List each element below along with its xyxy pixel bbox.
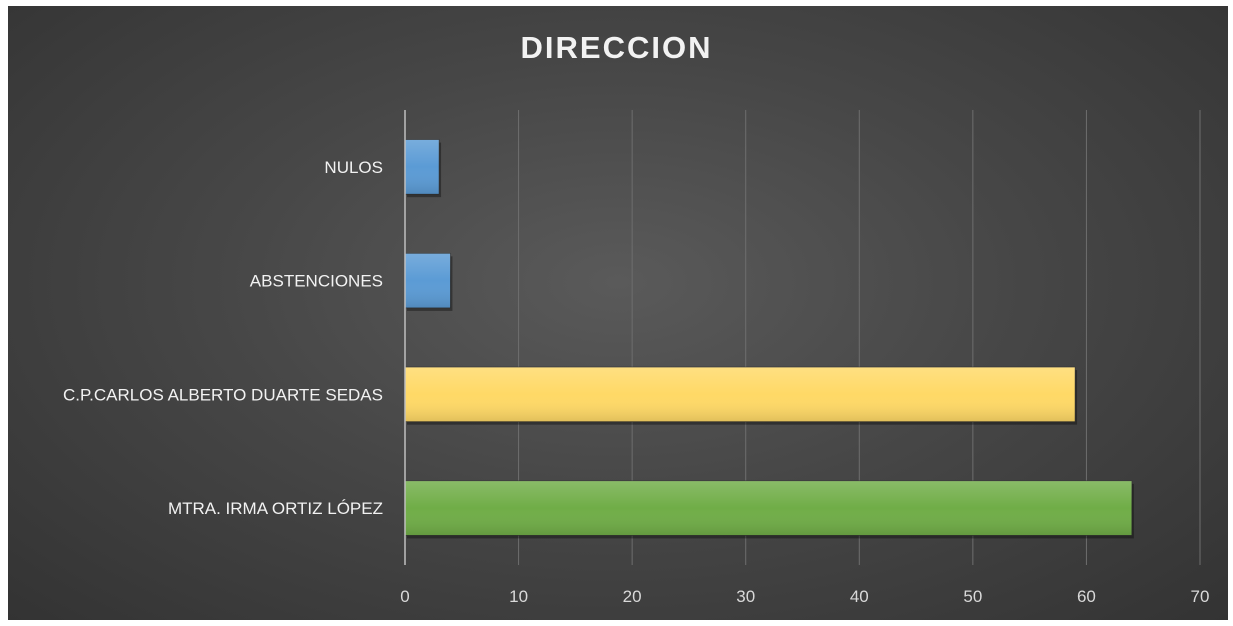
category-label: MTRA. IRMA ORTIZ LÓPEZ xyxy=(168,499,383,518)
bar-highlight xyxy=(405,367,1076,422)
x-tick-label: 30 xyxy=(736,587,755,606)
bar-highlight xyxy=(405,253,451,308)
x-tick-label: 0 xyxy=(400,587,409,606)
chart-title: DIRECCION xyxy=(520,30,713,65)
x-tick-label: 60 xyxy=(1077,587,1096,606)
x-tick-label: 50 xyxy=(963,587,982,606)
bar-highlight xyxy=(405,480,1132,536)
x-tick-label: 70 xyxy=(1191,587,1210,606)
category-label: NULOS xyxy=(324,158,383,177)
x-tick-label: 10 xyxy=(509,587,528,606)
bar-highlight xyxy=(405,139,440,195)
category-label: ABSTENCIONES xyxy=(250,272,383,291)
x-tick-label: 20 xyxy=(623,587,642,606)
category-label: C.P.CARLOS ALBERTO DUARTE SEDAS xyxy=(63,385,383,404)
x-tick-label: 40 xyxy=(850,587,869,606)
